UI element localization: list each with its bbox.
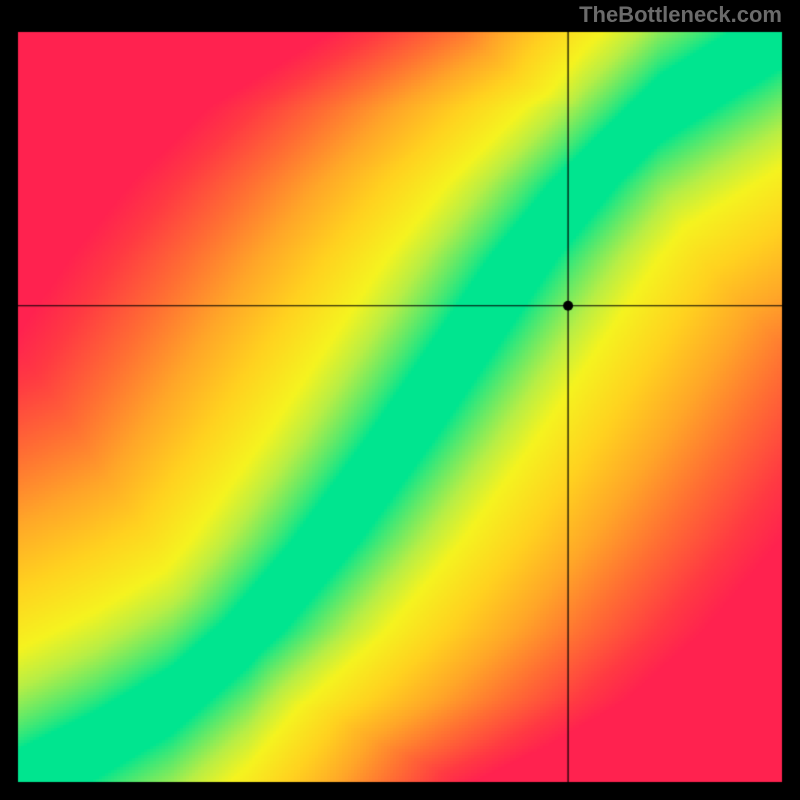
chart-container: TheBottleneck.com (0, 0, 800, 800)
watermark-text: TheBottleneck.com (579, 2, 782, 28)
bottleneck-heatmap-canvas (0, 0, 800, 800)
